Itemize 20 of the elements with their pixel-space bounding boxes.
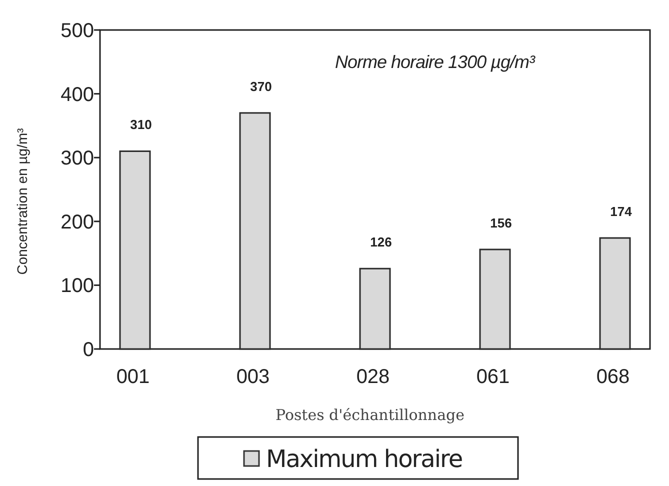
data-label: 310: [130, 117, 152, 132]
y-tick-label: 300: [60, 148, 94, 170]
x-tick-label: 028: [356, 366, 390, 388]
x-tick-label: 068: [596, 366, 630, 388]
x-tick-label: 001: [116, 366, 150, 388]
data-label: 370: [250, 78, 272, 94]
x-tick-label: 003: [236, 366, 270, 388]
y-tick-label: 100: [60, 275, 94, 298]
y-tick-label: 200: [60, 211, 94, 234]
y-tick-label: 400: [60, 84, 94, 106]
y-axis-title: Concentration en µg/m³: [14, 128, 30, 275]
x-tick-label: 061: [476, 366, 510, 388]
y-tick-label: 0: [82, 339, 94, 361]
annotation: Norme horaire 1300 µg/m³: [335, 52, 536, 72]
data-label: 156: [490, 215, 512, 230]
y-tick-label: 500: [60, 20, 94, 42]
x-axis-title: Postes d'échantillonnage: [275, 406, 465, 424]
data-label: 174: [610, 204, 633, 219]
legend-label: Maximum horaire: [266, 445, 462, 473]
data-label: 126: [370, 234, 392, 250]
